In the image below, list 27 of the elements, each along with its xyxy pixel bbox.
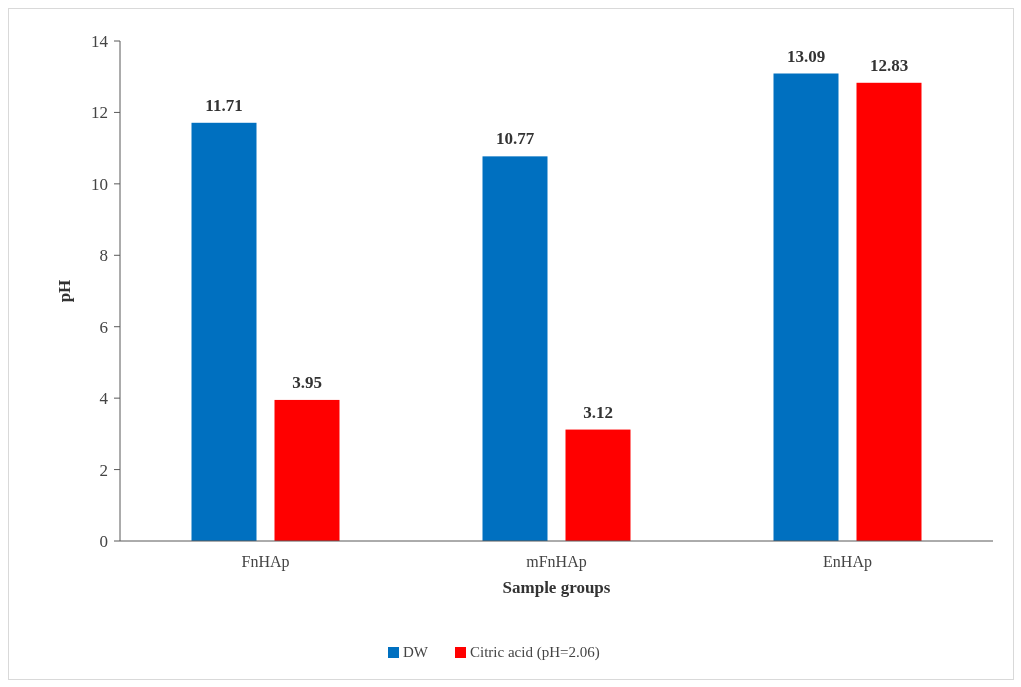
bar: [191, 122, 257, 541]
data-label: 12.83: [869, 55, 909, 75]
y-tick-label: 0: [99, 531, 108, 551]
y-axis-title: pH: [55, 279, 74, 303]
bar: [773, 73, 839, 541]
y-tick-label: 10: [91, 174, 108, 194]
y-tick-label: 14: [91, 31, 109, 51]
data-label: 11.71: [205, 95, 243, 115]
y-tick-label: 12: [91, 103, 108, 123]
bar: [856, 82, 922, 541]
data-label: 13.09: [786, 46, 826, 66]
y-tick-label: 4: [99, 389, 109, 409]
x-tick-label: EnHAp: [823, 553, 872, 571]
bar: [482, 156, 548, 541]
legend-label: Citric acid (pH=2.06): [470, 644, 600, 661]
data-label: 10.77: [495, 129, 535, 149]
data-label: 3.95: [292, 372, 322, 392]
x-tick-label: mFnHAp: [526, 553, 587, 571]
data-label: 3.12: [583, 402, 613, 422]
y-tick-label: 2: [99, 460, 108, 480]
x-tick-label: FnHAp: [241, 553, 290, 571]
y-tick-label: 8: [99, 246, 108, 266]
legend-label: DW: [403, 644, 429, 660]
y-tick-label: 6: [99, 317, 108, 337]
bar: [274, 399, 340, 541]
x-axis-title: Sample groups: [502, 578, 611, 597]
bar: [565, 429, 631, 541]
